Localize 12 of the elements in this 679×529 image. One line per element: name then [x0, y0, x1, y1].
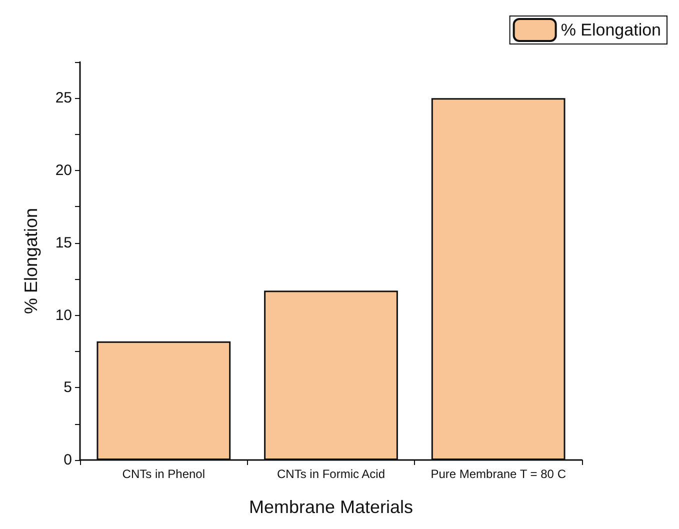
- y-tick-label: 0: [64, 452, 72, 468]
- x-tick-label: Pure Membrane T = 80 C: [430, 467, 566, 481]
- y-tick-label: 10: [55, 306, 72, 324]
- y-tick-label: 20: [55, 162, 72, 180]
- y-tick-label: 5: [64, 379, 72, 396]
- x-tick-label: CNTs in Formic Acid: [276, 467, 386, 481]
- x-tick-label: CNTs in Phenol: [122, 467, 206, 481]
- y-tick-label: 15: [55, 234, 72, 252]
- x-axis-title: Membrane Materials: [248, 497, 414, 517]
- legend-label: % Elongation: [560, 20, 662, 40]
- y-axis-title: % Elongation: [21, 208, 41, 314]
- y-tick-label: 25: [55, 90, 72, 107]
